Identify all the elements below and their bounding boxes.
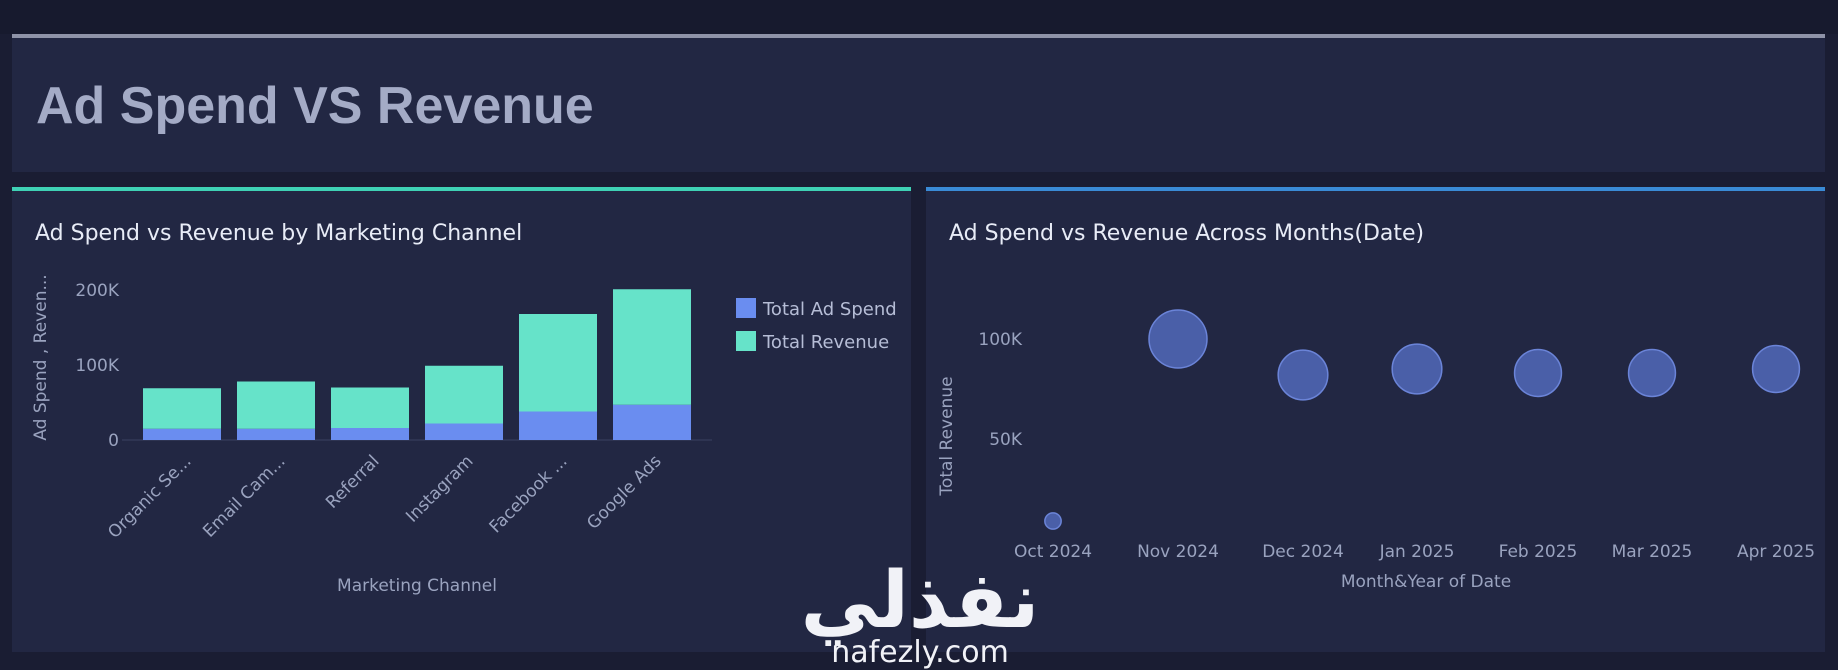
y-axis-label: Ad Spend , Reven... (31, 274, 51, 440)
x-tick-label: Instagram (402, 451, 477, 526)
legend-label-revenue: Total Revenue (762, 332, 889, 353)
top-bar (0, 0, 1838, 34)
y-axis-label: Total Revenue (937, 376, 957, 496)
page-title: Ad Spend VS Revenue (36, 77, 594, 135)
y-tick-label: 0 (108, 431, 119, 451)
legend-swatch-ad-spend (736, 298, 756, 318)
x-tick-label: Nov 2024 (1137, 542, 1219, 562)
legend-label-ad-spend: Total Ad Spend (762, 299, 897, 320)
legend-swatch-revenue (736, 331, 756, 351)
bar-revenue (143, 388, 221, 429)
bubble-point (1513, 348, 1563, 398)
channel-bar-chart: 0 100K 200K Ad Spend , Reven... Organic Se..… (31, 274, 897, 596)
y-tick-label: 200K (75, 281, 119, 301)
bubble-point (1627, 348, 1677, 398)
bar-ad-spend (613, 404, 691, 440)
y-tick-label: 100K (978, 330, 1022, 350)
bar-ad-spend (519, 411, 597, 440)
bar-ad-spend (331, 428, 409, 440)
x-tick-label: Oct 2024 (1014, 542, 1092, 562)
x-tick-label: Jan 2025 (1379, 542, 1455, 562)
bar-ad-spend (237, 428, 315, 440)
x-tick-label: Referral (322, 451, 383, 512)
x-tick-label: Mar 2025 (1612, 542, 1693, 562)
x-tick-label: Apr 2025 (1737, 542, 1815, 562)
bubble-point (1148, 309, 1208, 369)
x-tick-label: Dec 2024 (1262, 542, 1344, 562)
x-tick-label: Feb 2025 (1499, 542, 1578, 562)
x-tick-label: Email Cam... (199, 451, 289, 541)
monthly-chart-panel: Ad Spend vs Revenue Across Months(Date) … (926, 187, 1825, 652)
bar-revenue (425, 365, 503, 424)
bubble-point (1277, 349, 1329, 401)
x-axis-label: Month&Year of Date (1341, 572, 1511, 592)
bar-revenue (613, 289, 691, 405)
channel-chart-panel: Ad Spend vs Revenue by Marketing Channel… (12, 187, 911, 652)
bubble-point (1391, 343, 1443, 395)
y-tick-label: 50K (989, 430, 1023, 450)
x-tick-label: Organic Se... (104, 451, 195, 542)
x-axis-label: Marketing Channel (337, 576, 497, 596)
x-tick-label: Google Ads (583, 451, 665, 533)
dashboard-title-card: Ad Spend VS Revenue (12, 34, 1825, 172)
y-tick-label: 100K (75, 356, 119, 376)
bottom-strip (0, 652, 1838, 669)
x-tick-label: Facebook ... (486, 451, 572, 537)
bar-ad-spend (425, 423, 503, 440)
bubble-point (1044, 512, 1062, 530)
monthly-bubble-chart: 50K 100K Total Revenue Oct 2024 Nov 2024 Dec … (937, 309, 1815, 592)
bar-revenue (519, 314, 597, 412)
bar-revenue (331, 387, 409, 428)
bar-revenue (237, 381, 315, 429)
channel-chart-title: Ad Spend vs Revenue by Marketing Channel (35, 221, 523, 246)
bubble-point (1751, 344, 1801, 394)
monthly-chart-title: Ad Spend vs Revenue Across Months(Date) (949, 221, 1425, 246)
bar-ad-spend (143, 428, 221, 440)
